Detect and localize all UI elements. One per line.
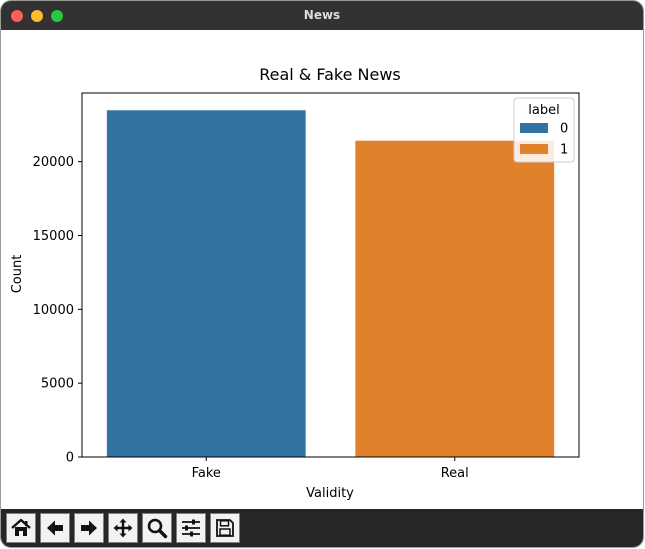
x-axis-label: Validity [306,486,354,501]
configure-subplots-button[interactable] [176,513,206,543]
y-tick-label: 0 [66,451,74,466]
figure-canvas: Real & Fake News 0 5000 10000 15000 20000 Fa… [1,30,643,509]
y-tick-label: 10000 [33,303,74,318]
pan-button[interactable] [108,513,138,543]
floppy-icon [216,519,234,537]
maximize-window-button[interactable] [51,10,63,22]
save-button[interactable] [210,513,240,543]
home-icon [11,518,31,536]
window-title: News [303,8,341,22]
navigation-toolbar [1,509,643,547]
back-button[interactable] [40,513,70,543]
x-tick-label: Fake [192,466,221,481]
zoom-button[interactable] [142,513,172,543]
close-window-button[interactable] [11,10,23,22]
axes-frame [81,92,580,458]
bar-chart: Real & Fake News 0 5000 10000 15000 20000 Fa… [10,65,580,501]
legend-entry-label: 1 [560,143,568,158]
legend-title: label [528,103,559,118]
arrow-left-icon [47,520,63,536]
y-tick-label: 20000 [33,155,74,170]
arrow-right-icon [81,520,97,536]
bar-fake [106,110,306,458]
y-tick-label: 5000 [41,377,74,392]
y-axis-label: Count [10,255,25,294]
legend-swatch [520,123,548,133]
x-tick-label: Real [441,466,469,481]
forward-button[interactable] [74,513,104,543]
minimize-window-button[interactable] [31,10,43,22]
sliders-icon [182,519,200,537]
home-button[interactable] [6,513,36,543]
magnifier-icon [147,518,168,539]
bar-real [355,140,555,458]
chart-title: Real & Fake News [259,65,401,84]
move-icon [113,518,133,538]
y-tick-label: 15000 [33,229,74,244]
legend-swatch [520,144,548,154]
title-bar: News [1,1,643,31]
legend-entry-label: 0 [560,122,568,137]
